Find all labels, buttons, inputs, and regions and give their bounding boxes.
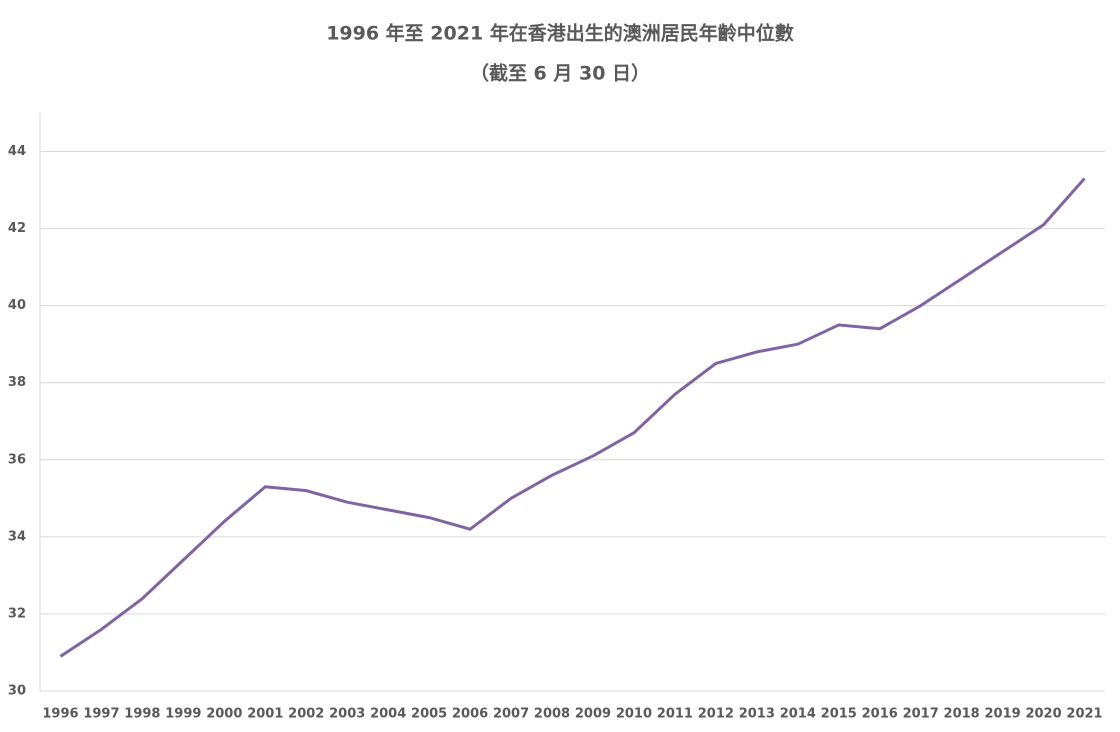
y-tick-label: 42 xyxy=(8,221,26,236)
x-tick-label: 2001 xyxy=(247,707,283,722)
x-tick-label: 2021 xyxy=(1066,707,1102,722)
x-tick-label: 2009 xyxy=(575,707,611,722)
y-tick-label: 44 xyxy=(8,144,26,159)
x-tick-label: 2007 xyxy=(493,707,529,722)
y-tick-label: 32 xyxy=(8,606,26,621)
x-tick-label: 2016 xyxy=(862,707,898,722)
chart-subtitle: （截至 6 月 30 日） xyxy=(470,62,650,85)
x-tick-label: 1997 xyxy=(83,707,119,722)
x-tick-label: 2002 xyxy=(288,707,324,722)
x-tick-label: 2011 xyxy=(657,707,693,722)
x-tick-label: 2017 xyxy=(903,707,939,722)
y-tick-label: 40 xyxy=(8,298,26,313)
x-tick-label: 2013 xyxy=(739,707,775,722)
x-tick-label: 2010 xyxy=(616,707,652,722)
x-tick-label: 1998 xyxy=(124,707,160,722)
y-tick-label: 30 xyxy=(8,684,26,699)
x-tick-label: 1996 xyxy=(42,707,78,722)
chart-title: 1996 年至 2021 年在香港出生的澳洲居民年齡中位數 xyxy=(326,22,794,45)
x-tick-label: 2012 xyxy=(698,707,734,722)
y-tick-label: 36 xyxy=(8,452,26,467)
x-tick-label: 2000 xyxy=(206,707,242,722)
x-tick-label: 2019 xyxy=(985,707,1021,722)
x-tick-label: 2003 xyxy=(329,707,365,722)
y-tick-label: 34 xyxy=(8,529,26,544)
x-tick-label: 2014 xyxy=(780,707,816,722)
line xyxy=(59,177,1086,658)
x-tick-label: 2008 xyxy=(534,707,570,722)
y-tick-label: 38 xyxy=(8,375,26,390)
x-tick-label: 1999 xyxy=(165,707,201,722)
x-tick-label: 2018 xyxy=(944,707,980,722)
x-tick-label: 2015 xyxy=(821,707,857,722)
x-tick-label: 2004 xyxy=(370,707,406,722)
x-tick-label: 2005 xyxy=(411,707,447,722)
x-tick-label: 2020 xyxy=(1025,707,1061,722)
x-tick-label: 2006 xyxy=(452,707,488,722)
